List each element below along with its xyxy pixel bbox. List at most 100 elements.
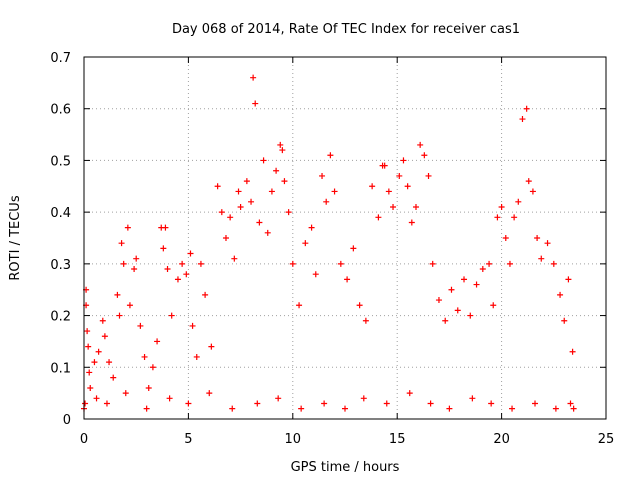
data-point [185, 400, 192, 407]
data-point [486, 260, 493, 267]
y-tick-label: 0.3 [50, 258, 71, 273]
data-point [82, 400, 89, 407]
data-point [323, 198, 330, 205]
x-tick-label: 0 [80, 432, 88, 447]
data-point [256, 219, 263, 226]
data-point [122, 390, 129, 397]
data-point [141, 353, 148, 360]
data-point [166, 395, 173, 402]
data-point [381, 162, 388, 169]
data-point [557, 291, 564, 298]
data-point [114, 291, 121, 298]
data-point [85, 343, 92, 350]
data-point [197, 260, 204, 267]
data-point [206, 390, 213, 397]
data-point [406, 390, 413, 397]
x-tick-label: 5 [184, 432, 192, 447]
data-point [319, 172, 326, 179]
data-point [103, 400, 110, 407]
data-point [273, 167, 280, 174]
data-point [133, 255, 140, 262]
x-axis-label: GPS time / hours [291, 460, 400, 475]
data-point [126, 302, 133, 309]
data-point [95, 348, 102, 355]
data-point [529, 188, 536, 195]
data-point [193, 353, 200, 360]
data-point [425, 172, 432, 179]
data-point [174, 276, 181, 283]
data-point [473, 281, 480, 288]
data-point [248, 198, 255, 205]
data-point [106, 359, 113, 366]
data-point [408, 219, 415, 226]
data-point [312, 271, 319, 278]
chart-title: Day 068 of 2014, Rate Of TEC Index for r… [172, 22, 520, 37]
data-point [561, 317, 568, 324]
data-point [515, 198, 522, 205]
data-point [222, 235, 229, 241]
data-point [467, 312, 474, 319]
data-point [550, 260, 557, 267]
data-point [218, 209, 225, 216]
data-point [356, 302, 363, 309]
data-point [202, 291, 209, 298]
data-points [81, 74, 577, 412]
data-point [86, 369, 93, 376]
data-point [208, 343, 215, 350]
data-point [99, 317, 106, 324]
data-point [569, 348, 576, 355]
data-point [227, 214, 234, 221]
data-point [511, 214, 518, 221]
data-point [369, 183, 376, 190]
data-point [448, 286, 455, 293]
data-point [375, 214, 382, 221]
data-point [421, 152, 428, 159]
y-tick-label: 0.5 [50, 154, 71, 169]
data-point [279, 147, 286, 154]
data-point [494, 214, 501, 221]
data-point [189, 322, 196, 329]
data-point [442, 317, 449, 324]
data-point [277, 141, 284, 148]
data-point [337, 260, 344, 267]
data-point [429, 260, 436, 267]
data-point [164, 266, 171, 273]
data-point [479, 266, 486, 273]
data-point [321, 400, 328, 407]
data-point [490, 302, 497, 309]
data-point [567, 400, 574, 407]
x-tick-label: 20 [493, 432, 510, 447]
data-point [91, 359, 98, 366]
data-point [264, 229, 271, 236]
data-point [154, 338, 161, 345]
data-point [519, 116, 526, 123]
data-point [260, 157, 267, 164]
data-point [231, 255, 238, 262]
data-point [498, 203, 505, 210]
data-point [168, 312, 175, 319]
data-point [131, 266, 138, 273]
data-point [268, 188, 275, 195]
y-tick-label: 0.7 [50, 51, 71, 66]
data-point [110, 374, 117, 381]
data-point [84, 328, 91, 335]
data-point [275, 395, 282, 402]
data-point [187, 250, 194, 257]
y-tick-label: 0.1 [50, 361, 71, 376]
data-point [120, 260, 127, 267]
data-point [570, 405, 577, 412]
data-point [523, 105, 530, 112]
data-point [385, 188, 392, 195]
data-point [538, 255, 545, 262]
data-point [534, 235, 541, 241]
data-point [149, 364, 156, 371]
data-point [383, 400, 390, 407]
y-axis-label: ROTI / TECUs [8, 195, 23, 280]
data-point [124, 224, 131, 231]
data-point [552, 405, 559, 412]
y-tick-label: 0.4 [50, 206, 71, 221]
gridlines [84, 57, 606, 419]
data-point [118, 240, 125, 247]
data-point [532, 400, 539, 407]
